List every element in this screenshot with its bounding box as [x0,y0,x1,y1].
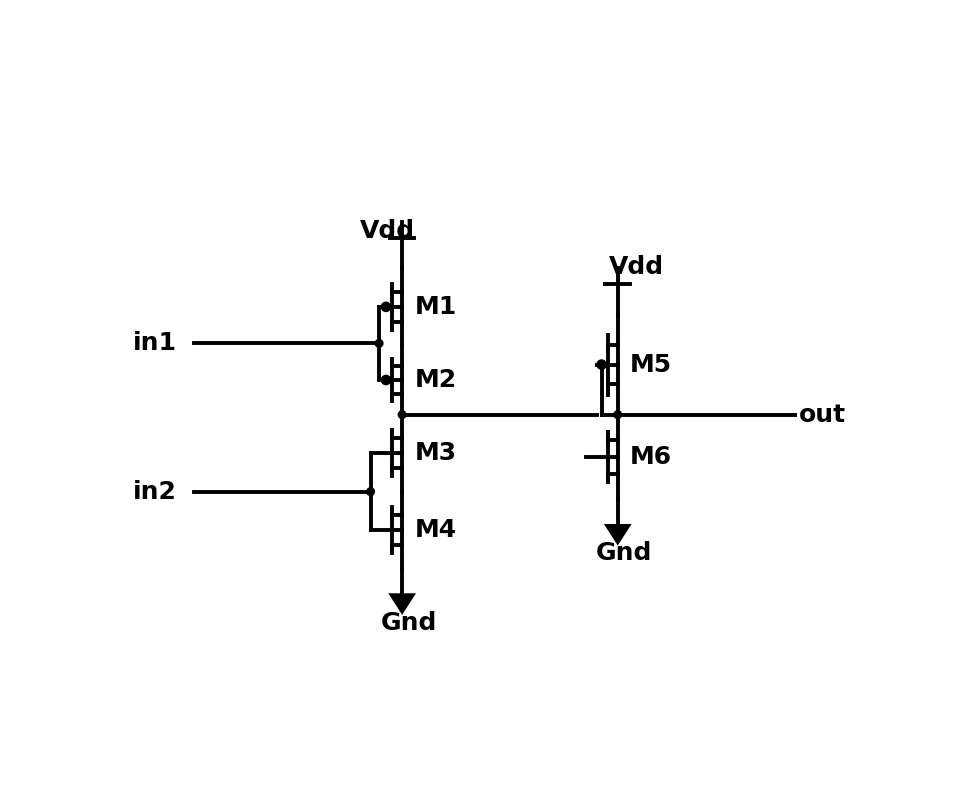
Text: out: out [799,402,846,427]
Text: Vdd: Vdd [360,219,415,244]
Circle shape [367,488,374,495]
Text: M5: M5 [630,353,672,376]
Text: Gnd: Gnd [596,542,653,565]
Circle shape [597,360,607,369]
Polygon shape [388,593,416,615]
Text: M2: M2 [415,368,457,392]
Text: M1: M1 [415,295,457,319]
Text: M3: M3 [415,441,457,465]
Text: in1: in1 [132,332,176,355]
Polygon shape [604,524,632,545]
Text: Vdd: Vdd [609,255,663,279]
Text: M4: M4 [415,518,457,542]
Circle shape [381,303,391,311]
Circle shape [613,411,621,418]
Text: Gnd: Gnd [380,611,437,634]
Text: M6: M6 [630,445,672,469]
Text: in2: in2 [132,479,176,504]
Circle shape [398,411,406,418]
Circle shape [381,376,391,384]
Circle shape [375,340,383,347]
